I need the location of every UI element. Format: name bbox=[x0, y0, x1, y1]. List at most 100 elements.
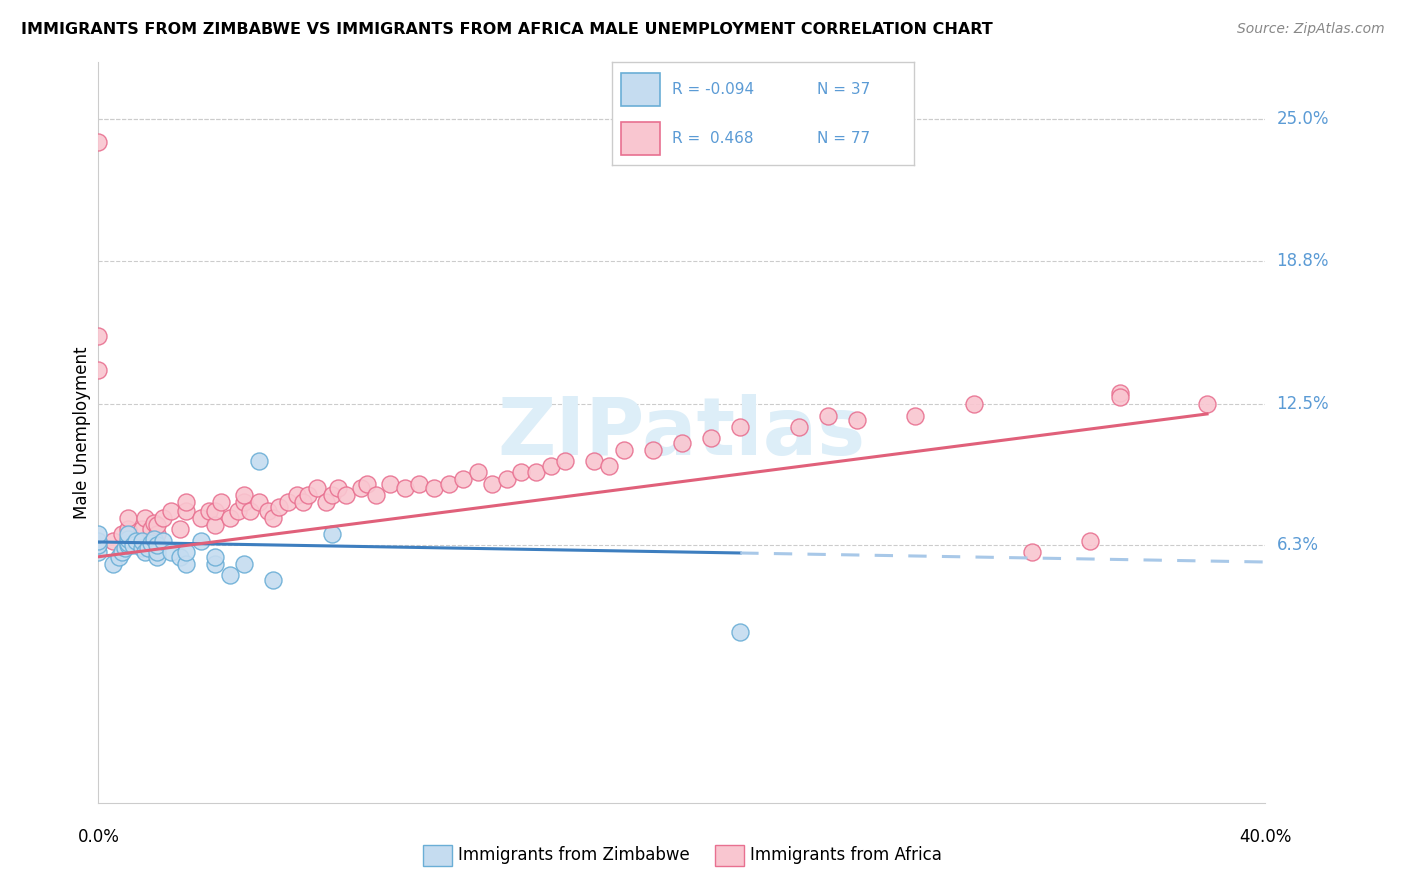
Point bbox=[101, 533, 124, 548]
Point bbox=[174, 557, 197, 571]
Point bbox=[554, 454, 576, 468]
Point bbox=[146, 545, 169, 559]
Point bbox=[174, 495, 197, 509]
Point bbox=[247, 454, 270, 468]
Point bbox=[146, 538, 169, 552]
Point bbox=[136, 533, 159, 548]
Point bbox=[307, 482, 329, 496]
Point bbox=[142, 516, 165, 530]
Point bbox=[315, 495, 337, 509]
Point bbox=[111, 545, 134, 559]
Point bbox=[142, 532, 165, 546]
Point bbox=[117, 523, 139, 537]
Point bbox=[524, 466, 547, 480]
Text: 6.3%: 6.3% bbox=[1277, 536, 1319, 555]
FancyBboxPatch shape bbox=[620, 122, 659, 155]
Text: Source: ZipAtlas.com: Source: ZipAtlas.com bbox=[1237, 22, 1385, 37]
Point bbox=[87, 533, 110, 548]
Point bbox=[139, 536, 162, 550]
Point bbox=[117, 536, 139, 550]
Point bbox=[87, 538, 110, 552]
Point bbox=[160, 545, 183, 559]
Point bbox=[131, 533, 153, 548]
Point bbox=[152, 511, 174, 525]
Text: 12.5%: 12.5% bbox=[1277, 395, 1329, 413]
Point bbox=[1108, 390, 1130, 404]
Point bbox=[285, 488, 308, 502]
Point bbox=[117, 511, 139, 525]
Point bbox=[394, 482, 416, 496]
Point bbox=[233, 488, 256, 502]
Point bbox=[134, 545, 156, 559]
Point bbox=[510, 466, 533, 480]
Point bbox=[131, 523, 153, 537]
Text: 25.0%: 25.0% bbox=[1277, 111, 1329, 128]
Point bbox=[904, 409, 927, 423]
Point bbox=[598, 458, 620, 473]
Point bbox=[122, 538, 145, 552]
Point bbox=[190, 533, 212, 548]
Text: R =  0.468: R = 0.468 bbox=[672, 131, 754, 146]
Point bbox=[730, 420, 752, 434]
Point bbox=[730, 624, 752, 639]
Point bbox=[481, 476, 503, 491]
Point bbox=[335, 488, 357, 502]
Text: ZIPatlas: ZIPatlas bbox=[498, 393, 866, 472]
Point bbox=[496, 472, 519, 486]
Point bbox=[846, 413, 869, 427]
Point bbox=[671, 435, 693, 450]
Text: N = 37: N = 37 bbox=[817, 81, 870, 96]
Point bbox=[169, 549, 191, 564]
Point bbox=[87, 527, 110, 541]
FancyBboxPatch shape bbox=[423, 845, 451, 866]
Point bbox=[233, 557, 256, 571]
Point bbox=[218, 568, 240, 582]
Point bbox=[87, 328, 110, 343]
Text: 18.8%: 18.8% bbox=[1277, 252, 1329, 269]
Point bbox=[326, 482, 349, 496]
Point bbox=[108, 549, 131, 564]
Point bbox=[239, 504, 262, 518]
Point bbox=[146, 549, 169, 564]
Point bbox=[114, 541, 136, 555]
Point bbox=[101, 557, 124, 571]
Point bbox=[269, 500, 291, 514]
Point bbox=[262, 573, 284, 587]
Point bbox=[356, 476, 378, 491]
Point bbox=[218, 511, 240, 525]
Point bbox=[209, 495, 232, 509]
Point bbox=[87, 545, 110, 559]
Point bbox=[247, 495, 270, 509]
Point bbox=[146, 527, 169, 541]
Point bbox=[111, 527, 134, 541]
Point bbox=[641, 442, 664, 457]
Point bbox=[1108, 385, 1130, 400]
Point bbox=[437, 476, 460, 491]
Point bbox=[291, 495, 314, 509]
Point bbox=[122, 533, 145, 548]
Point bbox=[1195, 397, 1218, 411]
Point bbox=[204, 557, 226, 571]
Point bbox=[87, 135, 110, 149]
Point bbox=[198, 504, 221, 518]
Point bbox=[169, 523, 191, 537]
Point bbox=[131, 541, 153, 555]
Point bbox=[134, 511, 156, 525]
Text: Immigrants from Zimbabwe: Immigrants from Zimbabwe bbox=[458, 847, 689, 864]
Point bbox=[204, 517, 226, 532]
Point bbox=[467, 466, 489, 480]
Point bbox=[262, 511, 284, 525]
Point bbox=[160, 504, 183, 518]
Y-axis label: Male Unemployment: Male Unemployment bbox=[73, 346, 91, 519]
Point bbox=[139, 523, 162, 537]
Point bbox=[423, 482, 446, 496]
Point bbox=[350, 482, 373, 496]
Point bbox=[174, 504, 197, 518]
Point bbox=[174, 545, 197, 559]
Point bbox=[277, 495, 299, 509]
Point bbox=[297, 488, 319, 502]
Point bbox=[228, 504, 250, 518]
Point bbox=[117, 527, 139, 541]
Text: N = 77: N = 77 bbox=[817, 131, 870, 146]
Point bbox=[321, 527, 343, 541]
